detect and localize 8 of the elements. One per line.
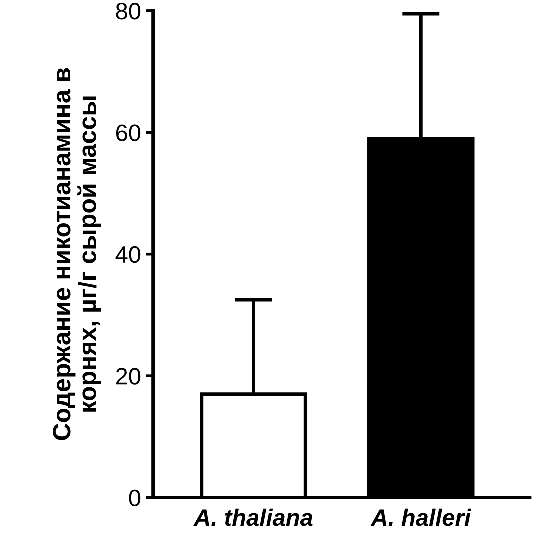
y-tick-label: 0 bbox=[129, 490, 141, 507]
y-axis-title: Содержание никотианамина в корнях, µг/г сырой массы bbox=[53, 68, 102, 440]
y-tick-label: 80 bbox=[116, 3, 141, 20]
x-tick-label: A. halleri bbox=[370, 508, 472, 526]
y-tick-label: 40 bbox=[116, 246, 141, 264]
y-tick-label: 20 bbox=[116, 368, 141, 385]
y-tick-label: 60 bbox=[116, 124, 141, 142]
x-tick-label: A. thaliana bbox=[194, 508, 313, 526]
